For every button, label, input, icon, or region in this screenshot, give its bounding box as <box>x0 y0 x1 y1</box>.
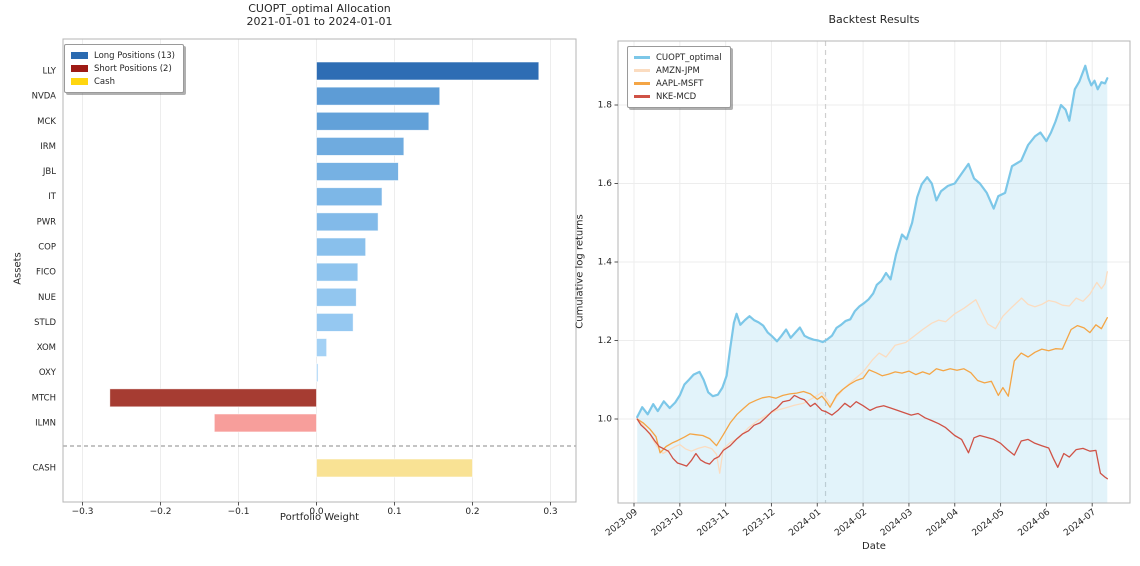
x-tick-label: 2024-04 <box>925 507 961 538</box>
backtest-legend: CUOPT_optimal AMZN-JPM AAPL-MSFT NKE-MCD <box>627 46 731 108</box>
series-line-CUOPT_optimal <box>636 64 1109 419</box>
y-tick-label: 1.4 <box>598 258 613 268</box>
x-tick-label: 2023-12 <box>742 507 778 538</box>
allocation-xlabel: Portfolio Weight <box>279 512 360 523</box>
asset-tick-label: NUE <box>38 293 56 303</box>
asset-tick-label: MTCH <box>32 393 56 403</box>
allocation-bar-LLY <box>316 61 540 81</box>
legend-entry: CUOPT_optimal <box>634 51 722 64</box>
legend-swatch <box>71 78 88 85</box>
x-tick-label: 2024-06 <box>1016 507 1052 538</box>
asset-tick-label: ILMN <box>35 418 56 428</box>
x-tick-label: 2023-09 <box>604 507 640 538</box>
legend-label: AAPL-MSFT <box>656 78 704 89</box>
legend-entry: Short Positions (2) <box>71 62 175 75</box>
x-tick-label: 0.0 <box>309 507 324 517</box>
asset-tick-label: PWR <box>37 217 57 227</box>
x-tick-label: 2024-07 <box>1062 507 1098 538</box>
allocation-bar-IRM <box>316 137 405 156</box>
asset-tick-label: LLY <box>42 67 56 77</box>
asset-tick-label: XOM <box>37 343 56 353</box>
backtest-axes-spine <box>617 40 1131 504</box>
legend-entry: AMZN-JPM <box>634 64 722 77</box>
x-tick-label: 2024-01 <box>787 507 823 538</box>
legend-entry: AAPL-MSFT <box>634 77 722 90</box>
series-line-AAPL-MSFT <box>636 317 1108 454</box>
legend-swatch <box>71 65 88 72</box>
y-tick-label: 1.0 <box>598 415 613 425</box>
x-tick-label: 2024-05 <box>971 507 1007 538</box>
series-line-NKE-MCD <box>636 394 1108 480</box>
x-tick-label: 0.2 <box>465 507 479 517</box>
allocation-bar-FICO <box>316 262 359 282</box>
legend-label: Long Positions (13) <box>94 50 175 61</box>
allocation-bar-NUE <box>316 287 357 307</box>
asset-tick-label: COP <box>38 242 56 252</box>
x-tick-label: −0.2 <box>150 507 172 517</box>
legend-line-swatch <box>634 95 650 98</box>
backtest-ylabel: Cumulative log returns <box>574 214 586 329</box>
backtest-xlabel: Date <box>862 541 886 552</box>
x-tick-label: 2024-03 <box>879 507 915 538</box>
asset-tick-label: STLD <box>34 318 56 328</box>
x-tick-label: 0.1 <box>387 507 401 517</box>
legend-label: CUOPT_optimal <box>656 52 722 63</box>
allocation-bar-COP <box>316 237 367 257</box>
asset-tick-label: FICO <box>36 268 56 278</box>
legend-swatch <box>71 52 88 59</box>
legend-entry: Long Positions (13) <box>71 49 175 62</box>
y-tick-label: 1.2 <box>598 336 612 346</box>
legend-label: NKE-MCD <box>656 91 697 102</box>
y-tick-label: 1.8 <box>598 101 613 111</box>
allocation-bar-ILMN <box>213 413 317 433</box>
x-tick-label: 2023-10 <box>650 507 686 538</box>
allocation-bar-XOM <box>316 338 328 357</box>
allocation-bar-OXY <box>316 363 319 383</box>
legend-label: AMZN-JPM <box>656 65 700 76</box>
legend-line-swatch <box>634 69 650 72</box>
backtest-title: Backtest Results <box>828 13 920 26</box>
allocation-legend: Long Positions (13) Short Positions (2) Ca… <box>64 44 184 93</box>
allocation-title-line1: CUOPT_optimal Allocation <box>248 2 391 15</box>
allocation-bar-PWR <box>316 212 379 232</box>
legend-line-swatch <box>634 56 650 59</box>
allocation-bar-NVDA <box>316 86 441 106</box>
allocation-bar-CASH <box>316 458 473 478</box>
allocation-bar-STLD <box>316 312 354 332</box>
legend-line-swatch <box>634 82 650 85</box>
allocation-title: CUOPT_optimal Allocation 2021-01-01 to 2… <box>63 2 576 28</box>
asset-tick-label: OXY <box>39 368 57 378</box>
asset-tick-label: MCK <box>37 117 56 127</box>
x-tick-label: 2023-11 <box>696 507 732 538</box>
legend-label: Short Positions (2) <box>94 63 172 74</box>
asset-tick-label: IRM <box>40 142 56 152</box>
allocation-bar-MTCH <box>109 388 317 408</box>
asset-tick-label: IT <box>48 192 57 202</box>
allocation-ylabel: Assets <box>12 252 24 285</box>
asset-tick-label: CASH <box>32 464 56 474</box>
asset-tick-label: JBL <box>42 167 56 177</box>
allocation-axes-spine <box>62 38 577 503</box>
legend-entry: NKE-MCD <box>634 90 722 103</box>
legend-entry: Cash <box>71 75 175 88</box>
series-line-AMZN-JPM <box>636 271 1108 474</box>
x-tick-label: 2024-02 <box>833 507 869 538</box>
x-tick-label: −0.3 <box>72 507 94 517</box>
x-tick-label: 0.3 <box>543 507 557 517</box>
allocation-title-line2: 2021-01-01 to 2024-01-01 <box>246 15 393 28</box>
fill-area-CUOPT_optimal <box>637 65 1108 504</box>
allocation-bar-IT <box>316 187 383 207</box>
allocation-bar-MCK <box>316 111 430 131</box>
x-tick-label: −0.1 <box>228 507 250 517</box>
y-tick-label: 1.6 <box>598 179 613 189</box>
allocation-bar-JBL <box>316 162 399 181</box>
asset-tick-label: NVDA <box>32 92 57 102</box>
legend-label: Cash <box>94 76 115 87</box>
